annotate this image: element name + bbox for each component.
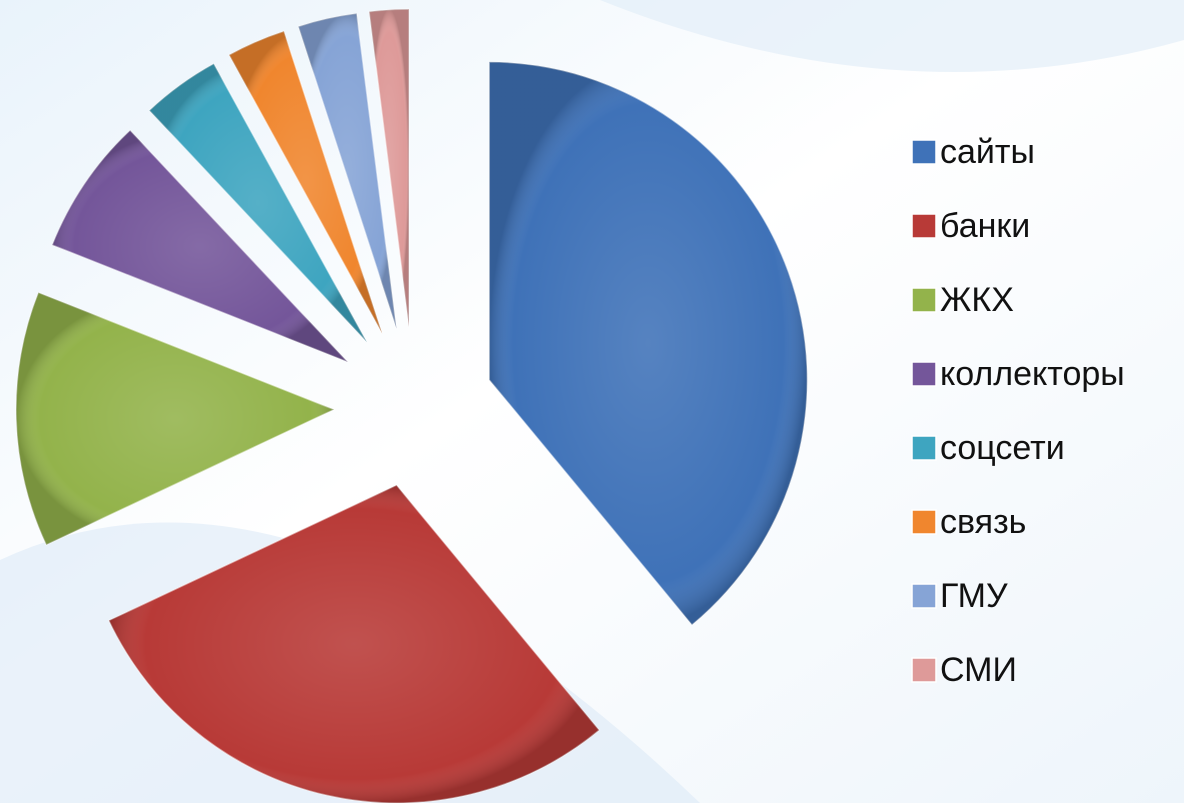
legend-swatch [911,287,937,313]
legend-swatch [911,583,937,609]
legend-label: СМИ [940,651,1017,689]
legend-swatch [911,139,937,165]
legend-swatch [911,435,937,461]
legend-swatch [911,213,937,239]
legend-label: сайты [940,133,1035,171]
legend-label: ЖКХ [940,281,1014,319]
legend-label: ГМУ [940,577,1008,615]
legend-label: связь [940,503,1026,541]
legend-swatch [911,509,937,535]
legend-label: банки [940,207,1030,245]
legend-swatch [911,361,937,387]
background-swoosh [600,0,1184,72]
legend-label: коллекторы [940,355,1125,393]
legend-label: соцсети [940,429,1065,467]
legend-swatch [911,657,937,683]
